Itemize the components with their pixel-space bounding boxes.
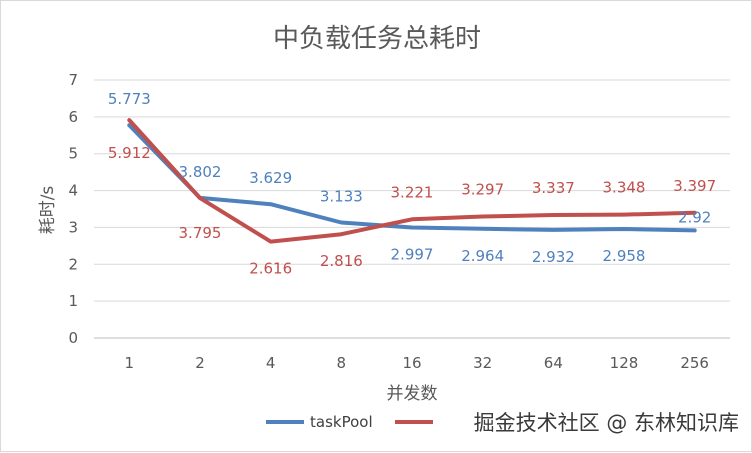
legend: taskPool [266, 413, 433, 431]
y-axis-ticks: 0 1 2 3 4 5 6 7 [68, 71, 78, 347]
x-tick-label: 128 [610, 354, 639, 372]
y-tick-label: 6 [68, 108, 78, 126]
chart-title: 中负载任务总耗时 [273, 24, 481, 54]
y-tick-label: 7 [68, 71, 78, 89]
series-lines [127, 118, 697, 244]
x-tick-label: 64 [544, 354, 563, 372]
y-tick-label: 5 [68, 145, 78, 163]
x-tick-label: 256 [680, 354, 709, 372]
x-axis-ticks: 1 2 4 8 16 32 64 128 256 [125, 354, 709, 372]
y-axis-label: 耗时/s [38, 186, 58, 235]
x-tick-label: 1 [125, 354, 135, 372]
series-line-2 [127, 118, 697, 244]
x-tick-label: 16 [402, 354, 421, 372]
x-tick-label: 2 [195, 354, 205, 372]
x-axis-label: 并发数 [387, 384, 438, 404]
data-label: 2.997 [391, 246, 434, 264]
data-label: 3.397 [673, 177, 716, 195]
data-label: 2.964 [461, 247, 504, 265]
x-tick-label: 4 [266, 354, 276, 372]
watermark-text: 掘金技术社区 @ 东林知识库 [474, 411, 739, 435]
data-label: 3.629 [249, 169, 292, 187]
y-tick-label: 4 [68, 182, 78, 200]
x-tick-label: 8 [337, 354, 347, 372]
data-label: 3.337 [532, 179, 575, 197]
data-label: 3.802 [179, 163, 222, 181]
data-label: 2.816 [320, 252, 363, 270]
data-label: 3.133 [320, 188, 363, 206]
data-label: 5.912 [108, 144, 151, 162]
data-label: 2.932 [532, 248, 575, 266]
data-label: 2.616 [249, 260, 292, 278]
series-line-1 [127, 123, 697, 233]
data-labels: 5.773 3.802 3.629 3.133 2.997 2.964 2.932 2.958… [108, 90, 716, 277]
data-label: 2.958 [603, 247, 646, 265]
data-label: 3.348 [603, 179, 646, 197]
data-label: 2.92 [678, 208, 711, 226]
data-label: 5.773 [108, 90, 151, 108]
y-tick-label: 0 [68, 329, 78, 347]
legend-entry: taskPool [310, 413, 373, 431]
gridlines [94, 79, 730, 339]
y-tick-label: 1 [68, 292, 78, 310]
data-label: 3.795 [179, 224, 222, 242]
data-label: 3.297 [461, 180, 504, 198]
x-tick-label: 32 [473, 354, 492, 372]
y-tick-label: 2 [68, 255, 78, 273]
y-tick-label: 3 [68, 218, 78, 236]
data-label: 3.221 [391, 183, 434, 201]
